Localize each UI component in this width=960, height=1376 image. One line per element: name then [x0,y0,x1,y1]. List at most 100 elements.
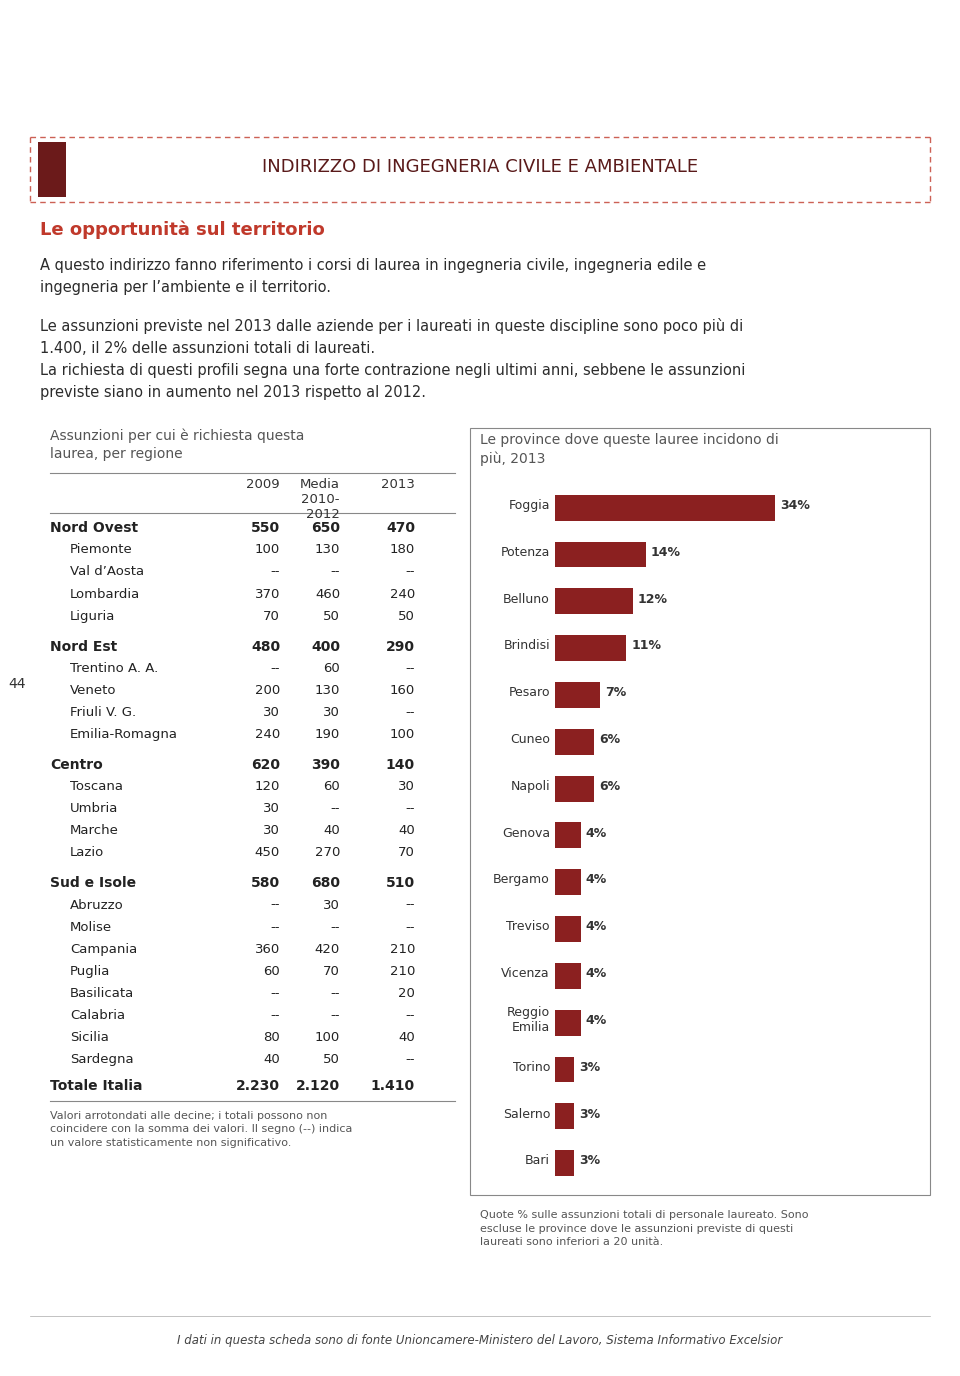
Text: 680: 680 [311,877,340,890]
Bar [555,682,600,707]
Text: 390: 390 [311,758,340,772]
Text: --: -- [330,802,340,815]
Text: Valori arrotondati alle decine; i totali possono non
coincidere con la somma dei: Valori arrotondati alle decine; i totali… [50,1112,352,1148]
Bar [555,495,775,520]
Text: Quote % sulle assunzioni totali di personale laureato. Sono
escluse le province : Quote % sulle assunzioni totali di perso… [480,1211,808,1247]
Text: 160: 160 [390,684,415,696]
Text: Sicilia: Sicilia [70,1031,108,1044]
Text: 70: 70 [398,846,415,860]
Text: 360: 360 [254,943,280,956]
Text: Campania: Campania [70,943,137,956]
Text: 2.230: 2.230 [236,1079,280,1093]
Text: Brindisi: Brindisi [503,640,550,652]
Text: 3%: 3% [580,1108,601,1120]
Text: 6%: 6% [599,733,620,746]
Text: Lombardia: Lombardia [70,588,140,600]
Text: Sardegna: Sardegna [70,1053,133,1066]
Text: 130: 130 [315,684,340,696]
Text: 60: 60 [263,965,280,978]
Bar [555,963,581,989]
Text: 30: 30 [324,899,340,911]
Text: 50: 50 [324,1053,340,1066]
Text: 12%: 12% [637,593,667,605]
Text: Nord Ovest: Nord Ovest [50,522,138,535]
Text: 100: 100 [390,728,415,742]
Text: 550: 550 [251,522,280,535]
Text: Le province dove queste lauree incidono di
più, 2013: Le province dove queste lauree incidono … [480,433,779,466]
Text: --: -- [330,987,340,1000]
Text: 120: 120 [254,780,280,793]
Bar [555,916,581,943]
Text: 240: 240 [254,728,280,742]
Text: --: -- [405,921,415,933]
Text: 580: 580 [251,877,280,890]
Text: 270: 270 [315,846,340,860]
Text: 44: 44 [8,677,26,691]
Text: 460: 460 [315,588,340,600]
Text: Vicenza: Vicenza [501,967,550,980]
Text: 100: 100 [315,1031,340,1044]
Bar [555,1104,574,1130]
Text: 200: 200 [254,684,280,696]
Text: 40: 40 [324,824,340,837]
Text: Reggio
Emilia: Reggio Emilia [507,1006,550,1035]
Text: Centro: Centro [50,758,103,772]
Text: Le assunzioni previste nel 2013 dalle aziende per i laureati in queste disciplin: Le assunzioni previste nel 2013 dalle az… [40,318,743,356]
Text: Salerno: Salerno [503,1108,550,1120]
Text: Bari: Bari [525,1154,550,1167]
Text: 480: 480 [251,640,280,654]
Text: 34%: 34% [780,499,810,512]
Text: 650: 650 [311,522,340,535]
Text: 4%: 4% [586,827,607,839]
Text: INDIRIZZO DI INGEGNERIA CIVILE E AMBIENTALE: INDIRIZZO DI INGEGNERIA CIVILE E AMBIENT… [262,158,698,176]
Text: 40: 40 [263,1053,280,1066]
Bar [555,870,581,896]
Text: Calabria: Calabria [70,1009,125,1022]
Text: Liguria: Liguria [70,610,115,622]
Text: 4%: 4% [586,1014,607,1026]
Text: 370: 370 [254,588,280,600]
Text: Marche: Marche [70,824,119,837]
Text: A questo indirizzo fanno riferimento i corsi di laurea in ingegneria civile, ing: A questo indirizzo fanno riferimento i c… [40,257,707,294]
Text: 30: 30 [263,802,280,815]
Text: 2013: 2013 [381,479,415,491]
Bar [555,1150,574,1176]
Text: 510: 510 [386,877,415,890]
Text: Le opportunità sul territorio: Le opportunità sul territorio [40,220,324,239]
Text: --: -- [405,566,415,578]
Text: 420: 420 [315,943,340,956]
Bar [555,1057,574,1083]
Text: --: -- [405,662,415,674]
Text: 30: 30 [263,706,280,718]
Text: Cuneo: Cuneo [510,733,550,746]
Text: 70: 70 [324,965,340,978]
Text: --: -- [271,1009,280,1022]
Text: 4%: 4% [586,967,607,980]
Text: I dati in questa scheda sono di fonte Unioncamere-Ministero del Lavoro, Sistema : I dati in questa scheda sono di fonte Un… [178,1333,782,1347]
Text: 7%: 7% [606,687,627,699]
Text: --: -- [330,921,340,933]
Text: 40: 40 [398,824,415,837]
Text: Foggia: Foggia [509,499,550,512]
Text: 50: 50 [324,610,340,622]
Text: Napoli: Napoli [511,780,550,793]
Text: 210: 210 [390,943,415,956]
Text: Sud e Isole: Sud e Isole [50,877,136,890]
Text: Val d’Aosta: Val d’Aosta [70,566,144,578]
Text: --: -- [405,1053,415,1066]
Text: 100: 100 [254,544,280,556]
Text: Torino: Torino [513,1061,550,1073]
Text: Gli sbocchi professionali dei laureati nelle imprese italiane per il 2013: Gli sbocchi professionali dei laureati n… [29,22,800,40]
Text: Lazio: Lazio [70,846,105,860]
Text: 400: 400 [311,640,340,654]
Text: 30: 30 [263,824,280,837]
Text: Nord Est: Nord Est [50,640,117,654]
Text: Media
2010-
2012: Media 2010- 2012 [300,479,340,522]
Text: --: -- [271,987,280,1000]
Text: --: -- [271,566,280,578]
Text: 470: 470 [386,522,415,535]
Text: 2009: 2009 [247,479,280,491]
Text: 140: 140 [386,758,415,772]
Text: 40: 40 [398,1031,415,1044]
Text: --: -- [405,706,415,718]
